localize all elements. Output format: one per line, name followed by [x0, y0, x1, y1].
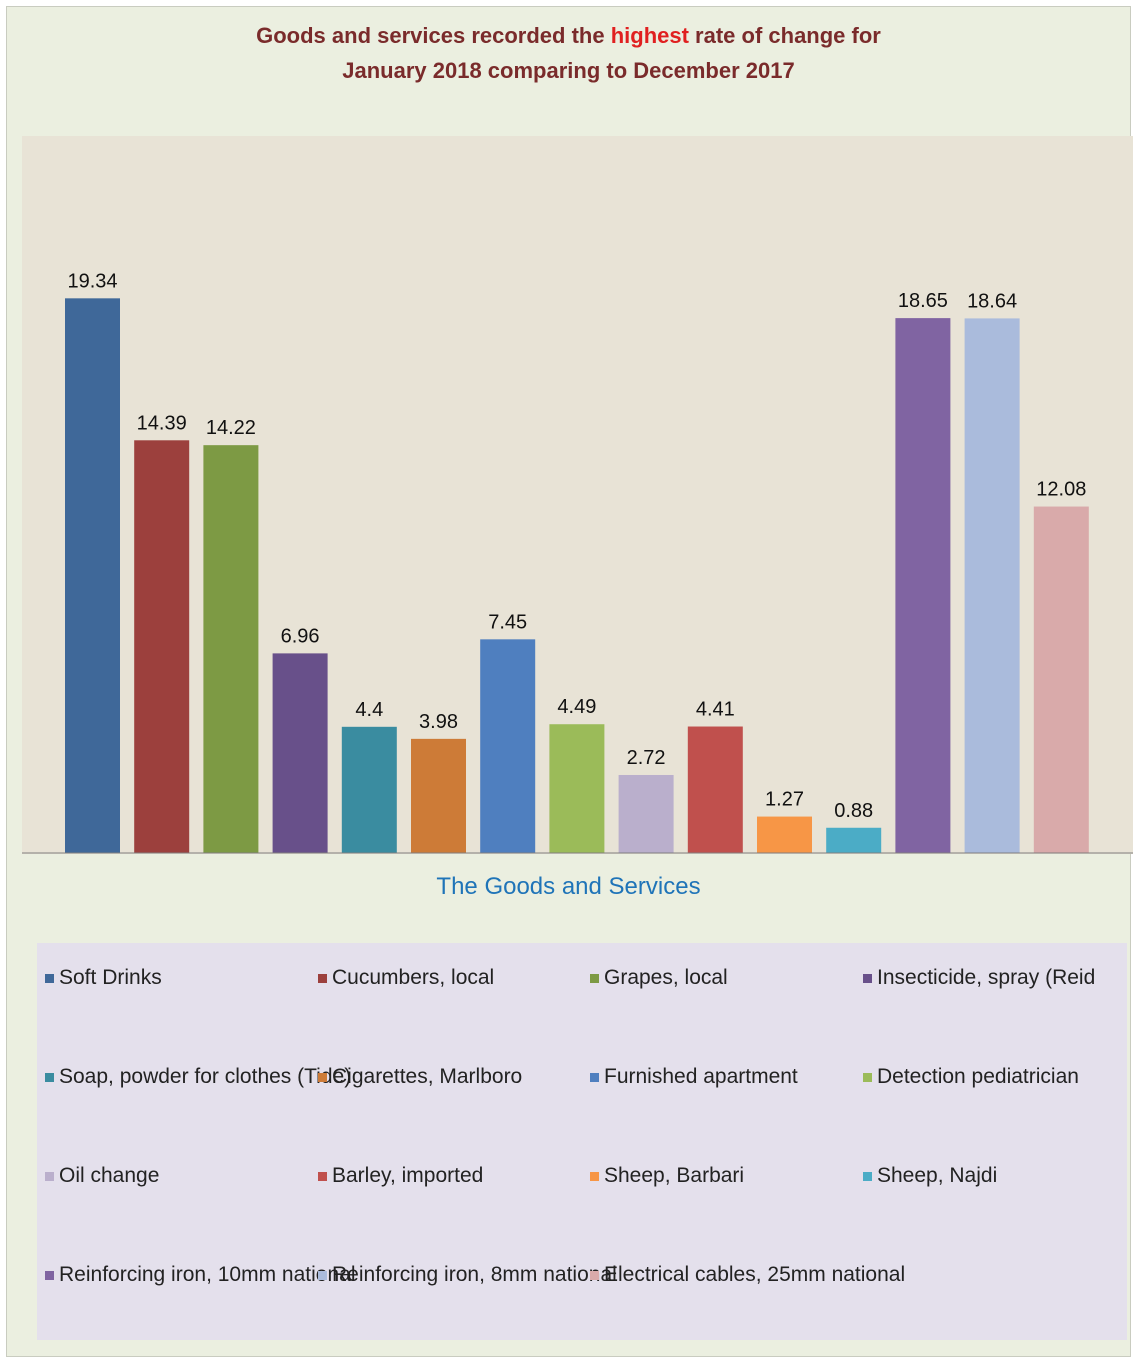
legend-swatch — [45, 1171, 54, 1181]
legend-item-7: Detection pediatrician — [863, 1065, 1079, 1089]
legend-swatch — [590, 1270, 599, 1280]
legend-swatch — [45, 1072, 54, 1082]
x-axis-label: The Goods and Services — [436, 873, 701, 900]
title-line-1-post: rate of change for — [688, 23, 881, 48]
legend-label: Cigarettes, Marlboro — [332, 1065, 523, 1088]
legend-item-4: Soap, powder for clothes (Tide) — [45, 1065, 351, 1089]
title-line-2: January 2018 comparing to December 2017 — [342, 58, 795, 83]
legend-label: Insecticide, spray (Reid — [877, 966, 1096, 989]
bar-0 — [65, 298, 120, 853]
chart-title: Goods and services recorded the highest … — [0, 18, 1137, 88]
legend-item-0: Soft Drinks — [45, 966, 162, 990]
bar-3 — [272, 653, 328, 853]
legend-label: Soap, powder for clothes (Tide) — [59, 1065, 352, 1088]
bar-6 — [480, 639, 536, 853]
legend-item-3: Insecticide, spray (Reid — [863, 966, 1095, 990]
legend-swatch — [863, 973, 872, 983]
legend-label: Furnished apartment — [604, 1065, 798, 1088]
data-label-4: 4.4 — [355, 699, 383, 721]
data-label-6: 7.45 — [488, 611, 527, 633]
bar-5 — [411, 738, 466, 853]
bar-14 — [1033, 506, 1089, 853]
legend-label: Reinforcing iron, 8mm national — [332, 1263, 617, 1286]
legend-swatch — [318, 1270, 327, 1280]
legend-label: Barley, imported — [332, 1164, 484, 1187]
bar-12 — [895, 318, 951, 853]
legend-swatch — [590, 1171, 599, 1181]
data-label-13: 18.64 — [967, 290, 1017, 312]
legend-label: Electrical cables, 25mm national — [604, 1263, 906, 1286]
bar-11 — [826, 827, 882, 853]
bar-8 — [618, 774, 674, 853]
data-label-0: 19.34 — [67, 270, 117, 292]
legend-swatch — [590, 1072, 599, 1082]
data-label-11: 0.88 — [834, 800, 873, 822]
legend-swatch — [590, 973, 599, 983]
legend-label: Soft Drinks — [59, 966, 162, 989]
legend-item-13: Reinforcing iron, 8mm national — [318, 1263, 617, 1287]
legend-swatch — [45, 1270, 54, 1280]
legend-swatch — [45, 973, 54, 983]
legend-swatch — [318, 1171, 327, 1181]
legend-item-8: Oil change — [45, 1164, 159, 1188]
data-label-5: 3.98 — [419, 711, 458, 733]
legend: Soft Drinks Cucumbers, local Grapes, local… — [37, 943, 1127, 1340]
legend-item-14: Electrical cables, 25mm national — [590, 1263, 905, 1287]
title-highlight: highest — [610, 23, 689, 48]
bar-1 — [134, 440, 190, 853]
title-line-1: Goods and services recorded the highest … — [0, 18, 1137, 53]
bar-13 — [964, 318, 1020, 853]
title-line-1-pre: Goods and services recorded the — [256, 23, 611, 48]
legend-swatch — [863, 1171, 872, 1181]
legend-label: Sheep, Najdi — [877, 1164, 998, 1187]
legend-label: Grapes, local — [604, 966, 728, 989]
data-label-14: 12.08 — [1036, 479, 1086, 501]
bar-7 — [549, 724, 605, 853]
legend-item-2: Grapes, local — [590, 966, 728, 990]
legend-label: Oil change — [59, 1164, 160, 1187]
legend-item-12: Reinforcing iron, 10mm national — [45, 1263, 355, 1287]
bar-4 — [341, 726, 397, 853]
data-label-9: 4.41 — [696, 699, 735, 721]
legend-label: Detection pediatrician — [877, 1065, 1079, 1088]
legend-swatch — [318, 1072, 327, 1082]
legend-item-5: Cigarettes, Marlboro — [318, 1065, 522, 1089]
legend-item-1: Cucumbers, local — [318, 966, 494, 990]
data-label-1: 14.39 — [137, 412, 187, 434]
legend-item-9: Barley, imported — [318, 1164, 483, 1188]
legend-swatch — [318, 973, 327, 983]
data-label-3: 6.96 — [281, 625, 320, 647]
data-label-8: 2.72 — [627, 747, 666, 769]
legend-item-11: Sheep, Najdi — [863, 1164, 997, 1188]
legend-label: Reinforcing iron, 10mm national — [59, 1263, 356, 1286]
legend-label: Sheep, Barbari — [604, 1164, 745, 1187]
data-label-7: 4.49 — [557, 696, 596, 718]
legend-swatch — [863, 1072, 872, 1082]
data-label-10: 1.27 — [765, 789, 804, 811]
legend-item-10: Sheep, Barbari — [590, 1164, 744, 1188]
legend-label: Cucumbers, local — [332, 966, 495, 989]
data-label-12: 18.65 — [898, 290, 948, 312]
bar-2 — [203, 445, 259, 853]
bar-10 — [757, 816, 812, 853]
bar-9 — [687, 726, 743, 853]
legend-item-6: Furnished apartment — [590, 1065, 798, 1089]
data-label-2: 14.22 — [206, 417, 256, 439]
